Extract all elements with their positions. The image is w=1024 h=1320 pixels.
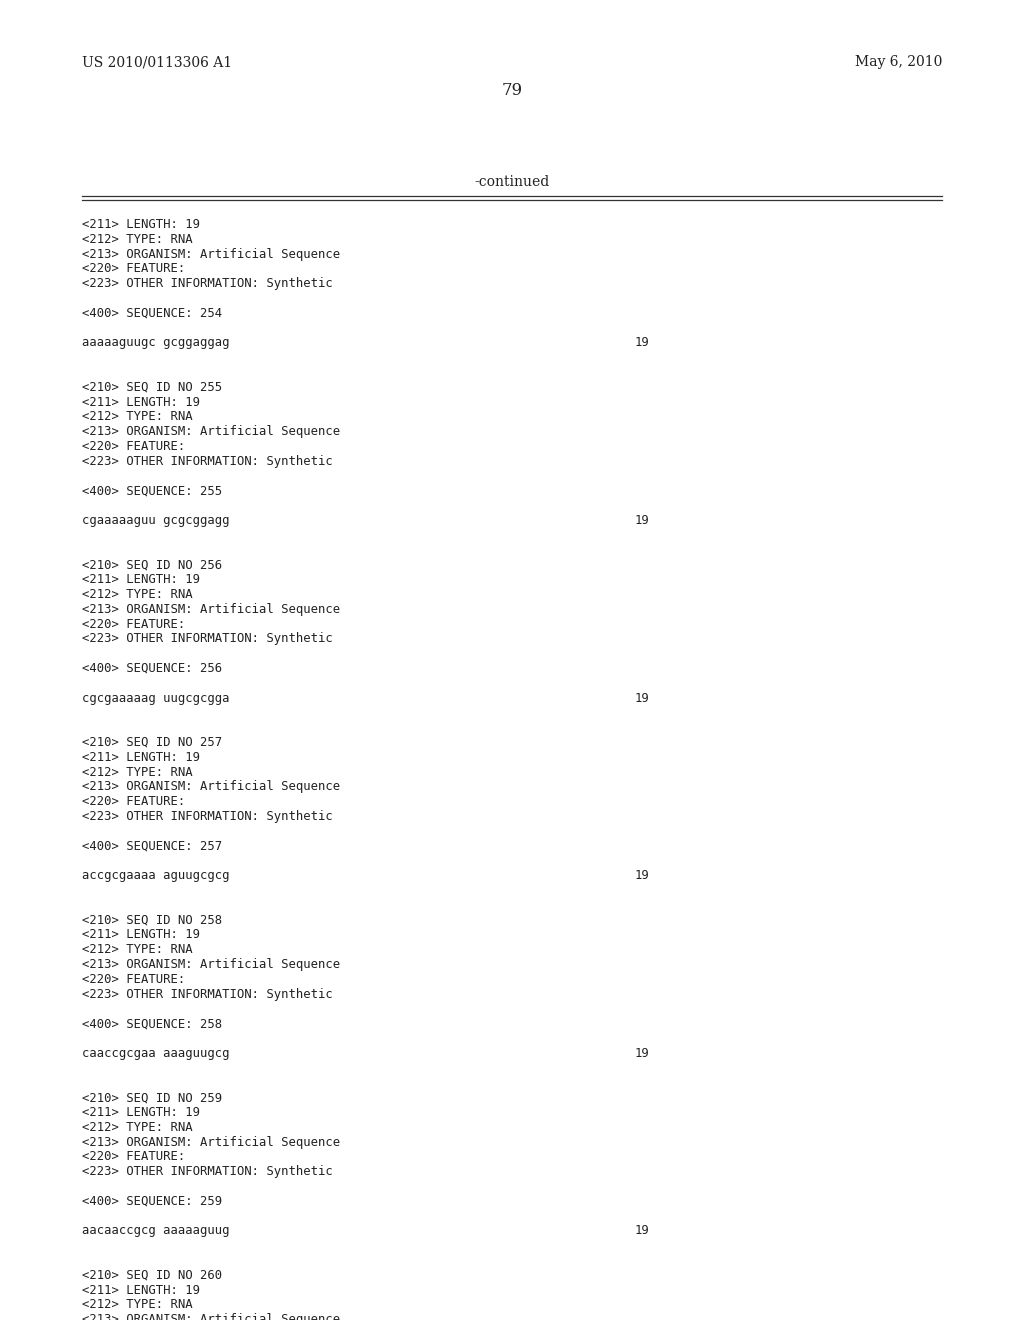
Text: <220> FEATURE:: <220> FEATURE:: [82, 618, 185, 631]
Text: <211> LENGTH: 19: <211> LENGTH: 19: [82, 573, 200, 586]
Text: 19: 19: [635, 513, 649, 527]
Text: <220> FEATURE:: <220> FEATURE:: [82, 973, 185, 986]
Text: <213> ORGANISM: Artificial Sequence: <213> ORGANISM: Artificial Sequence: [82, 1313, 340, 1320]
Text: aacaaccgcg aaaaaguug: aacaaccgcg aaaaaguug: [82, 1225, 229, 1237]
Text: 19: 19: [635, 1225, 649, 1237]
Text: <212> TYPE: RNA: <212> TYPE: RNA: [82, 587, 193, 601]
Text: <210> SEQ ID NO 255: <210> SEQ ID NO 255: [82, 380, 222, 393]
Text: May 6, 2010: May 6, 2010: [855, 55, 942, 69]
Text: cgcgaaaaag uugcgcgga: cgcgaaaaag uugcgcgga: [82, 692, 229, 705]
Text: 19: 19: [635, 692, 649, 705]
Text: <400> SEQUENCE: 259: <400> SEQUENCE: 259: [82, 1195, 222, 1208]
Text: <220> FEATURE:: <220> FEATURE:: [82, 440, 185, 453]
Text: 19: 19: [635, 869, 649, 882]
Text: <223> OTHER INFORMATION: Synthetic: <223> OTHER INFORMATION: Synthetic: [82, 1166, 333, 1179]
Text: <223> OTHER INFORMATION: Synthetic: <223> OTHER INFORMATION: Synthetic: [82, 810, 333, 822]
Text: -continued: -continued: [474, 176, 550, 189]
Text: <211> LENGTH: 19: <211> LENGTH: 19: [82, 751, 200, 764]
Text: <212> TYPE: RNA: <212> TYPE: RNA: [82, 232, 193, 246]
Text: <223> OTHER INFORMATION: Synthetic: <223> OTHER INFORMATION: Synthetic: [82, 987, 333, 1001]
Text: <211> LENGTH: 19: <211> LENGTH: 19: [82, 1283, 200, 1296]
Text: <220> FEATURE:: <220> FEATURE:: [82, 795, 185, 808]
Text: <400> SEQUENCE: 255: <400> SEQUENCE: 255: [82, 484, 222, 498]
Text: <213> ORGANISM: Artificial Sequence: <213> ORGANISM: Artificial Sequence: [82, 248, 340, 260]
Text: 19: 19: [635, 1047, 649, 1060]
Text: <211> LENGTH: 19: <211> LENGTH: 19: [82, 928, 200, 941]
Text: 79: 79: [502, 82, 522, 99]
Text: caaccgcgaa aaaguugcg: caaccgcgaa aaaguugcg: [82, 1047, 229, 1060]
Text: accgcgaaaa aguugcgcg: accgcgaaaa aguugcgcg: [82, 869, 229, 882]
Text: <213> ORGANISM: Artificial Sequence: <213> ORGANISM: Artificial Sequence: [82, 958, 340, 972]
Text: <400> SEQUENCE: 257: <400> SEQUENCE: 257: [82, 840, 222, 853]
Text: <223> OTHER INFORMATION: Synthetic: <223> OTHER INFORMATION: Synthetic: [82, 632, 333, 645]
Text: <212> TYPE: RNA: <212> TYPE: RNA: [82, 944, 193, 956]
Text: <213> ORGANISM: Artificial Sequence: <213> ORGANISM: Artificial Sequence: [82, 603, 340, 616]
Text: 19: 19: [635, 337, 649, 350]
Text: <213> ORGANISM: Artificial Sequence: <213> ORGANISM: Artificial Sequence: [82, 780, 340, 793]
Text: <210> SEQ ID NO 256: <210> SEQ ID NO 256: [82, 558, 222, 572]
Text: <400> SEQUENCE: 256: <400> SEQUENCE: 256: [82, 663, 222, 675]
Text: <213> ORGANISM: Artificial Sequence: <213> ORGANISM: Artificial Sequence: [82, 1135, 340, 1148]
Text: <212> TYPE: RNA: <212> TYPE: RNA: [82, 1121, 193, 1134]
Text: <211> LENGTH: 19: <211> LENGTH: 19: [82, 218, 200, 231]
Text: <211> LENGTH: 19: <211> LENGTH: 19: [82, 396, 200, 409]
Text: <210> SEQ ID NO 259: <210> SEQ ID NO 259: [82, 1092, 222, 1105]
Text: <220> FEATURE:: <220> FEATURE:: [82, 1151, 185, 1163]
Text: <212> TYPE: RNA: <212> TYPE: RNA: [82, 411, 193, 424]
Text: <213> ORGANISM: Artificial Sequence: <213> ORGANISM: Artificial Sequence: [82, 425, 340, 438]
Text: <223> OTHER INFORMATION: Synthetic: <223> OTHER INFORMATION: Synthetic: [82, 277, 333, 290]
Text: US 2010/0113306 A1: US 2010/0113306 A1: [82, 55, 232, 69]
Text: <212> TYPE: RNA: <212> TYPE: RNA: [82, 1299, 193, 1311]
Text: aaaaaguugc gcggaggag: aaaaaguugc gcggaggag: [82, 337, 229, 350]
Text: <210> SEQ ID NO 258: <210> SEQ ID NO 258: [82, 913, 222, 927]
Text: <212> TYPE: RNA: <212> TYPE: RNA: [82, 766, 193, 779]
Text: cgaaaaaguu gcgcggagg: cgaaaaaguu gcgcggagg: [82, 513, 229, 527]
Text: <223> OTHER INFORMATION: Synthetic: <223> OTHER INFORMATION: Synthetic: [82, 455, 333, 467]
Text: <210> SEQ ID NO 257: <210> SEQ ID NO 257: [82, 737, 222, 748]
Text: <400> SEQUENCE: 254: <400> SEQUENCE: 254: [82, 306, 222, 319]
Text: <220> FEATURE:: <220> FEATURE:: [82, 263, 185, 276]
Text: <210> SEQ ID NO 260: <210> SEQ ID NO 260: [82, 1269, 222, 1282]
Text: <400> SEQUENCE: 258: <400> SEQUENCE: 258: [82, 1018, 222, 1030]
Text: <211> LENGTH: 19: <211> LENGTH: 19: [82, 1106, 200, 1119]
